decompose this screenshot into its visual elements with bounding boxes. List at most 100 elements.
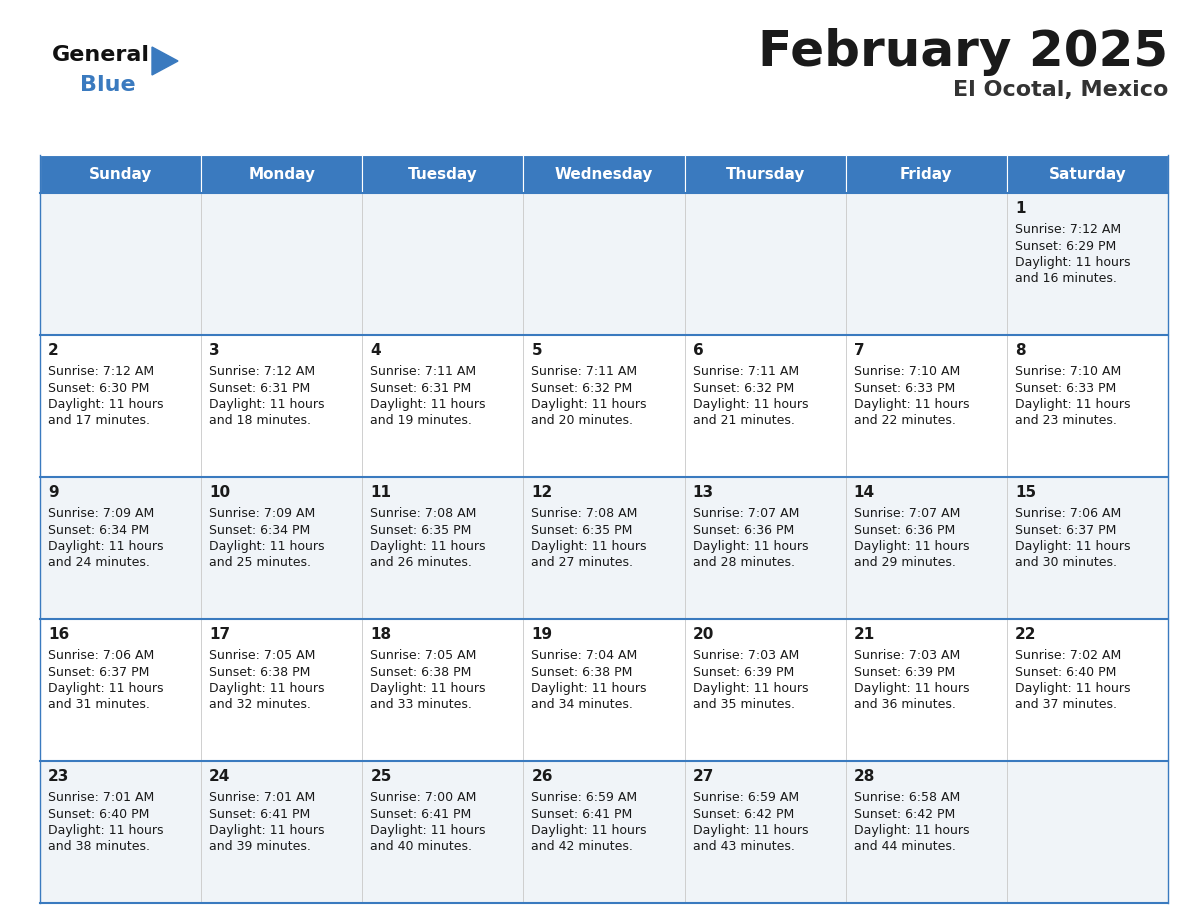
Text: Sunrise: 7:11 AM: Sunrise: 7:11 AM bbox=[371, 365, 476, 378]
Text: 1: 1 bbox=[1015, 201, 1025, 216]
Text: 12: 12 bbox=[531, 485, 552, 500]
Text: Daylight: 11 hours: Daylight: 11 hours bbox=[854, 682, 969, 695]
Text: Sunset: 6:35 PM: Sunset: 6:35 PM bbox=[531, 523, 633, 536]
Bar bbox=[40, 155, 201, 193]
Text: and 20 minutes.: and 20 minutes. bbox=[531, 415, 633, 428]
Polygon shape bbox=[152, 47, 178, 75]
Text: 27: 27 bbox=[693, 769, 714, 784]
Text: 20: 20 bbox=[693, 627, 714, 642]
Text: 9: 9 bbox=[48, 485, 58, 500]
Text: Daylight: 11 hours: Daylight: 11 hours bbox=[209, 682, 324, 695]
Text: Sunset: 6:36 PM: Sunset: 6:36 PM bbox=[854, 523, 955, 536]
Text: Tuesday: Tuesday bbox=[407, 166, 478, 182]
Text: Sunrise: 7:12 AM: Sunrise: 7:12 AM bbox=[209, 365, 315, 378]
Text: Sunset: 6:38 PM: Sunset: 6:38 PM bbox=[531, 666, 633, 678]
Text: Sunrise: 7:06 AM: Sunrise: 7:06 AM bbox=[48, 649, 154, 662]
Text: Sunset: 6:39 PM: Sunset: 6:39 PM bbox=[854, 666, 955, 678]
Text: Sunset: 6:39 PM: Sunset: 6:39 PM bbox=[693, 666, 794, 678]
Text: Sunrise: 7:12 AM: Sunrise: 7:12 AM bbox=[1015, 223, 1121, 236]
Text: 23: 23 bbox=[48, 769, 69, 784]
Text: Sunset: 6:37 PM: Sunset: 6:37 PM bbox=[48, 666, 150, 678]
Text: El Ocotal, Mexico: El Ocotal, Mexico bbox=[953, 80, 1168, 100]
Text: February 2025: February 2025 bbox=[758, 28, 1168, 76]
Bar bbox=[201, 155, 362, 193]
Text: and 19 minutes.: and 19 minutes. bbox=[371, 415, 472, 428]
Text: Daylight: 11 hours: Daylight: 11 hours bbox=[854, 824, 969, 837]
Text: Daylight: 11 hours: Daylight: 11 hours bbox=[1015, 540, 1130, 553]
Text: Wednesday: Wednesday bbox=[555, 166, 653, 182]
Text: and 21 minutes.: and 21 minutes. bbox=[693, 415, 795, 428]
Text: and 27 minutes.: and 27 minutes. bbox=[531, 556, 633, 569]
Text: Sunrise: 6:59 AM: Sunrise: 6:59 AM bbox=[531, 791, 638, 804]
Text: Daylight: 11 hours: Daylight: 11 hours bbox=[531, 540, 647, 553]
Text: 24: 24 bbox=[209, 769, 230, 784]
Bar bbox=[40, 193, 1168, 335]
Text: Saturday: Saturday bbox=[1049, 166, 1126, 182]
Bar bbox=[1007, 155, 1168, 193]
Text: 8: 8 bbox=[1015, 343, 1025, 358]
Text: Daylight: 11 hours: Daylight: 11 hours bbox=[371, 824, 486, 837]
Text: Sunset: 6:34 PM: Sunset: 6:34 PM bbox=[209, 523, 310, 536]
Text: Daylight: 11 hours: Daylight: 11 hours bbox=[693, 398, 808, 411]
Text: and 18 minutes.: and 18 minutes. bbox=[209, 415, 311, 428]
Text: and 26 minutes.: and 26 minutes. bbox=[371, 556, 472, 569]
Text: Friday: Friday bbox=[901, 166, 953, 182]
Text: Daylight: 11 hours: Daylight: 11 hours bbox=[48, 824, 164, 837]
Text: Sunset: 6:35 PM: Sunset: 6:35 PM bbox=[371, 523, 472, 536]
Text: Sunrise: 7:06 AM: Sunrise: 7:06 AM bbox=[1015, 507, 1121, 520]
Text: and 16 minutes.: and 16 minutes. bbox=[1015, 273, 1117, 285]
Text: Daylight: 11 hours: Daylight: 11 hours bbox=[209, 540, 324, 553]
Text: Sunrise: 7:01 AM: Sunrise: 7:01 AM bbox=[48, 791, 154, 804]
Text: 5: 5 bbox=[531, 343, 542, 358]
Text: Daylight: 11 hours: Daylight: 11 hours bbox=[371, 540, 486, 553]
Text: Sunrise: 7:12 AM: Sunrise: 7:12 AM bbox=[48, 365, 154, 378]
Text: 17: 17 bbox=[209, 627, 230, 642]
Text: Sunset: 6:40 PM: Sunset: 6:40 PM bbox=[48, 808, 150, 821]
Text: Daylight: 11 hours: Daylight: 11 hours bbox=[371, 398, 486, 411]
Text: Sunset: 6:31 PM: Sunset: 6:31 PM bbox=[209, 382, 310, 395]
Text: and 34 minutes.: and 34 minutes. bbox=[531, 699, 633, 711]
Text: Sunrise: 7:09 AM: Sunrise: 7:09 AM bbox=[209, 507, 315, 520]
Text: Sunrise: 7:03 AM: Sunrise: 7:03 AM bbox=[854, 649, 960, 662]
Text: Sunrise: 7:11 AM: Sunrise: 7:11 AM bbox=[693, 365, 798, 378]
Text: and 17 minutes.: and 17 minutes. bbox=[48, 415, 150, 428]
Text: Daylight: 11 hours: Daylight: 11 hours bbox=[531, 682, 647, 695]
Bar bbox=[846, 155, 1007, 193]
Text: 25: 25 bbox=[371, 769, 392, 784]
Text: Thursday: Thursday bbox=[726, 166, 804, 182]
Text: Sunrise: 7:09 AM: Sunrise: 7:09 AM bbox=[48, 507, 154, 520]
Text: Sunset: 6:41 PM: Sunset: 6:41 PM bbox=[209, 808, 310, 821]
Text: Sunrise: 7:11 AM: Sunrise: 7:11 AM bbox=[531, 365, 638, 378]
Bar bbox=[524, 155, 684, 193]
Text: Daylight: 11 hours: Daylight: 11 hours bbox=[1015, 256, 1130, 269]
Text: Sunset: 6:40 PM: Sunset: 6:40 PM bbox=[1015, 666, 1117, 678]
Text: 15: 15 bbox=[1015, 485, 1036, 500]
Text: Blue: Blue bbox=[80, 75, 135, 95]
Text: Daylight: 11 hours: Daylight: 11 hours bbox=[48, 398, 164, 411]
Text: Sunrise: 7:00 AM: Sunrise: 7:00 AM bbox=[371, 791, 476, 804]
Text: Sunrise: 7:08 AM: Sunrise: 7:08 AM bbox=[371, 507, 476, 520]
Text: Daylight: 11 hours: Daylight: 11 hours bbox=[693, 824, 808, 837]
Text: Sunset: 6:41 PM: Sunset: 6:41 PM bbox=[531, 808, 633, 821]
Text: Daylight: 11 hours: Daylight: 11 hours bbox=[693, 540, 808, 553]
Text: 26: 26 bbox=[531, 769, 552, 784]
Text: Sunrise: 7:08 AM: Sunrise: 7:08 AM bbox=[531, 507, 638, 520]
Text: Sunday: Sunday bbox=[89, 166, 152, 182]
Text: Daylight: 11 hours: Daylight: 11 hours bbox=[209, 824, 324, 837]
Text: Sunset: 6:32 PM: Sunset: 6:32 PM bbox=[531, 382, 633, 395]
Text: and 28 minutes.: and 28 minutes. bbox=[693, 556, 795, 569]
Text: Sunrise: 7:04 AM: Sunrise: 7:04 AM bbox=[531, 649, 638, 662]
Text: Daylight: 11 hours: Daylight: 11 hours bbox=[531, 398, 647, 411]
Text: 2: 2 bbox=[48, 343, 58, 358]
Text: 14: 14 bbox=[854, 485, 874, 500]
Text: Daylight: 11 hours: Daylight: 11 hours bbox=[854, 540, 969, 553]
Text: and 43 minutes.: and 43 minutes. bbox=[693, 841, 795, 854]
Text: 21: 21 bbox=[854, 627, 876, 642]
Text: and 35 minutes.: and 35 minutes. bbox=[693, 699, 795, 711]
Text: Daylight: 11 hours: Daylight: 11 hours bbox=[371, 682, 486, 695]
Text: Daylight: 11 hours: Daylight: 11 hours bbox=[1015, 682, 1130, 695]
Text: Sunrise: 7:07 AM: Sunrise: 7:07 AM bbox=[854, 507, 960, 520]
Text: Sunset: 6:38 PM: Sunset: 6:38 PM bbox=[371, 666, 472, 678]
Text: Daylight: 11 hours: Daylight: 11 hours bbox=[693, 682, 808, 695]
Text: Daylight: 11 hours: Daylight: 11 hours bbox=[531, 824, 647, 837]
